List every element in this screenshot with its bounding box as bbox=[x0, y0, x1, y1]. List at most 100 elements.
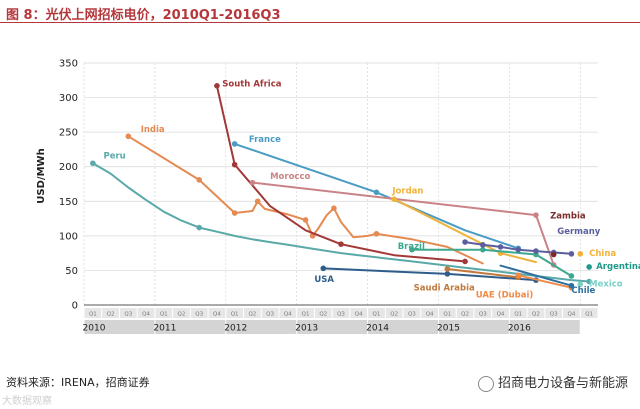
data-point-mexico bbox=[577, 281, 584, 288]
axes: 0 50 100 150 200 250 300 350 Q1 Q2 Q3 Q4 Q1 Q2 Q3 Q4 Q1 Q… bbox=[59, 59, 598, 334]
data-point-south-africa bbox=[214, 83, 220, 89]
quarter-band bbox=[438, 308, 456, 318]
x-tick-year: 2012 bbox=[224, 324, 247, 334]
quarter-band bbox=[368, 308, 385, 318]
series-line-uae-dubai bbox=[517, 274, 573, 289]
quarter-band bbox=[474, 308, 492, 318]
x-tick-quarter: Q4 bbox=[142, 312, 150, 318]
x-tick-quarter: Q1 bbox=[89, 312, 97, 318]
quarter-band bbox=[279, 308, 297, 318]
x-tick-quarter: Q4 bbox=[284, 312, 292, 318]
data-point-south-africa bbox=[231, 161, 238, 168]
brand-text: 招商电力设备与新能源 bbox=[497, 376, 628, 391]
data-point-india bbox=[254, 198, 261, 205]
series-label: Zambia bbox=[550, 212, 586, 222]
x-tick-quarter: Q3 bbox=[266, 312, 274, 318]
data-point-germany bbox=[515, 246, 522, 253]
page-title: 图 8：光伏上网招标电价，2010Q1-2016Q3 bbox=[6, 8, 281, 23]
x-tick-quarter: Q3 bbox=[337, 312, 345, 318]
series-line-france bbox=[233, 142, 520, 250]
x-tick-quarter: Q1 bbox=[373, 312, 381, 318]
data-point-chile bbox=[568, 282, 575, 289]
title-rule bbox=[0, 22, 640, 23]
y-tick-label: 50 bbox=[65, 266, 78, 277]
series-label: Argentina bbox=[596, 262, 640, 272]
year-band bbox=[226, 320, 297, 334]
quarter-band bbox=[137, 308, 155, 318]
year-band bbox=[438, 320, 509, 334]
quarter-band bbox=[403, 308, 421, 318]
x-tick-quarter: Q3 bbox=[479, 312, 487, 318]
series-label: Mexico bbox=[589, 279, 623, 289]
quarter-band bbox=[119, 308, 137, 318]
series-label: France bbox=[249, 135, 281, 145]
quarter-band bbox=[155, 308, 173, 318]
y-tick-label: 250 bbox=[59, 128, 78, 139]
series-label: Chile bbox=[571, 286, 595, 296]
x-tick-year: 2011 bbox=[153, 324, 176, 334]
series-label: Jordan bbox=[391, 187, 423, 197]
quarter-band bbox=[314, 308, 332, 318]
y-tick-label: 200 bbox=[59, 162, 78, 173]
series-line-peru bbox=[91, 162, 591, 283]
x-tick-quarter: Q4 bbox=[426, 312, 434, 318]
y-tick-label: 350 bbox=[59, 59, 78, 70]
data-point-peru bbox=[90, 160, 96, 167]
watermark: 大数据观察 bbox=[2, 396, 52, 407]
quarter-band bbox=[261, 308, 279, 318]
data-point-india bbox=[231, 210, 238, 216]
x-tick-quarter: Q1 bbox=[231, 312, 239, 318]
quarter-band bbox=[492, 308, 509, 318]
quarter-band bbox=[244, 308, 261, 318]
x-tick-quarter: Q2 bbox=[390, 312, 398, 318]
data-point-usa bbox=[444, 271, 451, 277]
data-point-jordan bbox=[391, 196, 397, 203]
x-tick-year: 2015 bbox=[437, 324, 460, 334]
quarter-band bbox=[580, 308, 598, 318]
data-point-germany bbox=[497, 244, 504, 250]
labels-layer: Peru India South Africa France Morocco Jordan… bbox=[103, 80, 640, 301]
data-point-india bbox=[125, 133, 132, 140]
x-tick-quarter: Q4 bbox=[213, 312, 221, 318]
data-point-south-africa bbox=[338, 241, 344, 247]
x-tick-quarter: Q2 bbox=[319, 312, 327, 318]
data-point-india bbox=[196, 177, 203, 183]
data-point-germany bbox=[479, 242, 486, 248]
wechat-icon bbox=[477, 375, 494, 392]
data-point-morocco bbox=[249, 179, 256, 186]
data-point-germany bbox=[533, 248, 539, 254]
data-point-brazil bbox=[409, 246, 415, 253]
x-tick-year: 2010 bbox=[83, 324, 106, 334]
x-tick-quarter: Q3 bbox=[408, 312, 416, 318]
data-point-france bbox=[231, 141, 238, 147]
series-line-brazil bbox=[410, 248, 573, 277]
x-tick-quarter: Q4 bbox=[355, 312, 363, 318]
quarter-band bbox=[332, 308, 350, 318]
series-line-south-africa bbox=[215, 84, 467, 263]
quarter-band bbox=[297, 308, 314, 318]
series-label: Germany bbox=[557, 227, 601, 237]
series-layer bbox=[90, 83, 592, 291]
data-point-india bbox=[331, 205, 337, 211]
data-point-germany bbox=[462, 239, 468, 245]
quarter-band bbox=[545, 308, 563, 318]
x-tick-quarter: Q4 bbox=[567, 312, 575, 318]
data-point-morocco bbox=[533, 212, 539, 218]
quarter-band bbox=[102, 308, 119, 318]
x-tick-quarter: Q1 bbox=[302, 312, 310, 318]
data-point-south-africa bbox=[462, 258, 468, 265]
x-tick-quarter: Q3 bbox=[195, 312, 203, 318]
quarter-band bbox=[84, 308, 102, 318]
quarter-band bbox=[208, 308, 226, 318]
x-tick-quarter: Q1 bbox=[443, 312, 451, 318]
data-point-germany bbox=[568, 251, 575, 257]
x-tick-year: 2014 bbox=[366, 324, 389, 334]
x-tick-year: 2013 bbox=[295, 324, 318, 334]
x-tick-quarter: Q2 bbox=[248, 312, 256, 318]
brand-label: 招商电力设备与新能源 bbox=[477, 372, 628, 392]
year-band bbox=[368, 320, 438, 334]
y-axis-label: USD/MWh bbox=[36, 148, 47, 203]
x-tick-quarter: Q1 bbox=[160, 312, 168, 318]
data-point-india bbox=[302, 217, 309, 223]
quarter-band bbox=[190, 308, 208, 318]
